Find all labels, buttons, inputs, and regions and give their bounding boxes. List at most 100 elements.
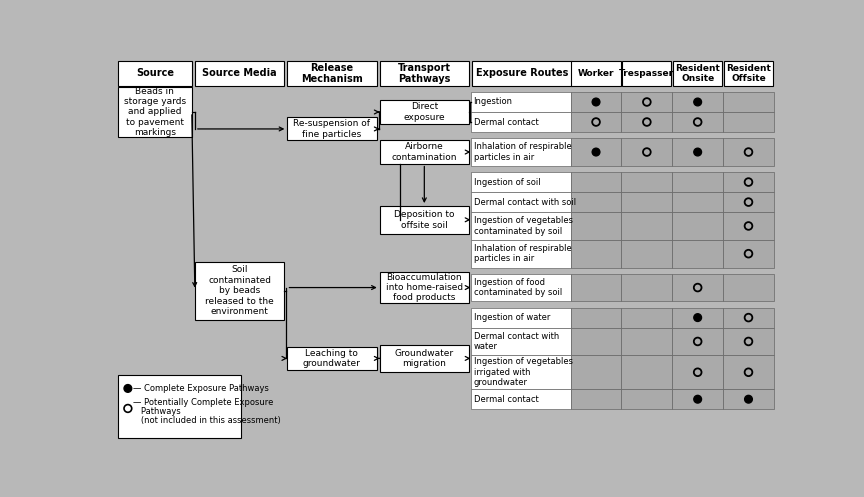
Text: Ingestion of food
contaminated by soil: Ingestion of food contaminated by soil [473, 278, 562, 297]
Bar [471, 92, 570, 112]
Text: Soil
contaminated
by beads
released to the
environment: Soil contaminated by beads released to t… [205, 265, 274, 316]
Bar [621, 389, 672, 409]
Text: Ingestion of soil: Ingestion of soil [473, 177, 540, 186]
Bar [621, 308, 672, 328]
Text: Transport
Pathways: Transport Pathways [397, 63, 451, 84]
Bar [672, 274, 723, 301]
Bar [471, 308, 570, 328]
Bar [621, 355, 672, 389]
Circle shape [694, 148, 702, 156]
Circle shape [694, 314, 702, 322]
Bar [471, 212, 570, 240]
Text: Ingestion: Ingestion [473, 97, 512, 106]
Bar [570, 274, 621, 301]
Circle shape [694, 395, 702, 403]
Bar [118, 87, 192, 137]
Bar [621, 274, 672, 301]
Bar [570, 92, 621, 112]
Text: Ingestion of water: Ingestion of water [473, 313, 550, 322]
Bar [622, 61, 671, 86]
Bar [723, 212, 774, 240]
Bar [672, 308, 723, 328]
Bar [672, 389, 723, 409]
Text: Resident
Offsite: Resident Offsite [726, 64, 771, 83]
Bar [672, 328, 723, 355]
Bar [570, 138, 621, 166]
Circle shape [592, 98, 600, 106]
Bar [118, 61, 192, 86]
Bar [471, 355, 570, 389]
Bar [379, 344, 469, 372]
Bar [570, 308, 621, 328]
Text: Beads in
storage yards
and applied
to pavement
markings: Beads in storage yards and applied to pa… [124, 86, 186, 137]
Bar [621, 192, 672, 212]
Bar [379, 141, 469, 164]
Text: Re-suspension of
fine particles: Re-suspension of fine particles [294, 119, 371, 139]
Text: — Potentially Complete Exposure: — Potentially Complete Exposure [133, 398, 274, 407]
Bar [723, 240, 774, 267]
Bar [287, 117, 377, 141]
Bar [471, 112, 570, 132]
Text: Pathways: Pathways [133, 407, 181, 416]
Text: Groundwater
migration: Groundwater migration [395, 349, 454, 368]
Text: Deposition to
offsite soil: Deposition to offsite soil [394, 210, 454, 230]
Text: Worker: Worker [578, 69, 614, 78]
Circle shape [694, 98, 702, 106]
Bar [471, 389, 570, 409]
Bar [672, 355, 723, 389]
Text: Inhalation of respirable
particles in air: Inhalation of respirable particles in ai… [473, 244, 571, 263]
Bar [379, 272, 469, 303]
Bar [471, 192, 570, 212]
Bar [471, 328, 570, 355]
Bar [621, 138, 672, 166]
Text: Inhalation of respirable
particles in air: Inhalation of respirable particles in ai… [473, 142, 571, 162]
Bar [672, 212, 723, 240]
Bar [287, 61, 377, 86]
Bar [471, 240, 570, 267]
Bar [195, 61, 284, 86]
Text: Dermal contact with soil: Dermal contact with soil [473, 198, 575, 207]
Bar [723, 274, 774, 301]
Bar [723, 328, 774, 355]
Bar [621, 212, 672, 240]
Bar [723, 389, 774, 409]
Bar [471, 138, 570, 166]
Text: Leaching to
groundwater: Leaching to groundwater [303, 349, 361, 368]
Text: Trespasser: Trespasser [619, 69, 675, 78]
Bar [723, 192, 774, 212]
Bar [621, 328, 672, 355]
Text: Bioaccumulation
into home-raised
food products: Bioaccumulation into home-raised food pr… [385, 273, 463, 303]
Bar [472, 61, 572, 86]
Text: Dermal contact with
water: Dermal contact with water [473, 332, 559, 351]
Bar [570, 355, 621, 389]
Bar [673, 61, 722, 86]
Bar [287, 347, 377, 370]
Text: Ingestion of vegetables
contaminated by soil: Ingestion of vegetables contaminated by … [473, 216, 573, 236]
Bar [672, 240, 723, 267]
Bar [723, 92, 774, 112]
Bar [621, 92, 672, 112]
Bar [570, 172, 621, 192]
Bar [672, 172, 723, 192]
Bar [723, 138, 774, 166]
Bar [379, 100, 469, 124]
Text: Release
Mechanism: Release Mechanism [301, 63, 363, 84]
Text: Resident
Onsite: Resident Onsite [676, 64, 720, 83]
Text: Airborne
contamination: Airborne contamination [391, 142, 457, 162]
Bar [195, 262, 284, 320]
Text: Exposure Routes: Exposure Routes [476, 69, 569, 79]
Text: — Complete Exposure Pathways: — Complete Exposure Pathways [133, 384, 269, 393]
Bar [379, 61, 469, 86]
Bar [118, 375, 241, 438]
Circle shape [124, 385, 131, 392]
Bar [570, 328, 621, 355]
Bar [723, 308, 774, 328]
Text: Dermal contact: Dermal contact [473, 395, 538, 404]
Bar [723, 112, 774, 132]
Bar [724, 61, 773, 86]
Bar [723, 172, 774, 192]
Text: Ingestion of vegetables
irrigated with
groundwater: Ingestion of vegetables irrigated with g… [473, 357, 573, 387]
Bar [379, 206, 469, 234]
Bar [672, 192, 723, 212]
Bar [621, 112, 672, 132]
